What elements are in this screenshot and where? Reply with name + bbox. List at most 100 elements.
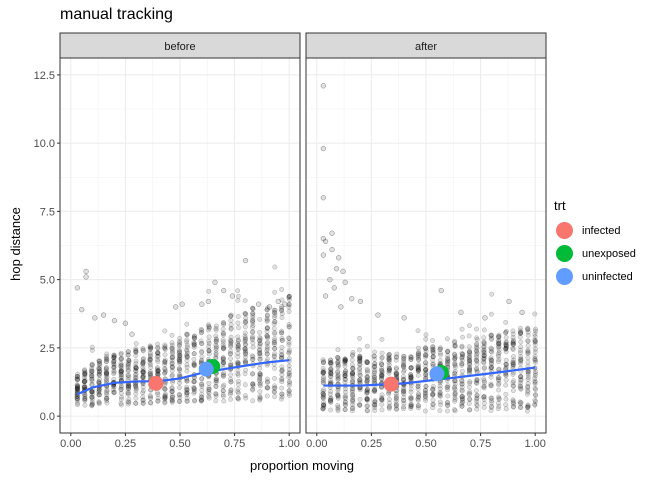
raw-point xyxy=(518,325,523,331)
raw-point xyxy=(249,335,255,341)
outlier-point xyxy=(329,246,335,253)
raw-point xyxy=(452,371,458,377)
raw-point xyxy=(394,406,400,412)
raw-point xyxy=(510,354,516,359)
outlier-point xyxy=(335,255,342,261)
raw-point xyxy=(393,398,399,404)
raw-point xyxy=(416,345,421,351)
raw-point xyxy=(279,396,284,402)
raw-point xyxy=(364,366,370,372)
raw-point xyxy=(133,366,139,371)
raw-point xyxy=(342,358,348,364)
raw-point xyxy=(177,355,183,361)
raw-point xyxy=(250,340,256,346)
raw-point xyxy=(394,354,399,360)
raw-point xyxy=(271,326,277,331)
raw-point xyxy=(372,370,377,376)
raw-point xyxy=(89,368,95,374)
raw-point xyxy=(481,384,487,390)
raw-point xyxy=(379,369,385,375)
raw-point xyxy=(525,347,531,353)
raw-point xyxy=(408,386,414,392)
raw-point xyxy=(118,386,124,392)
raw-point xyxy=(140,375,146,380)
raw-point xyxy=(89,373,95,378)
raw-point xyxy=(459,355,465,361)
raw-point xyxy=(75,376,81,382)
raw-point xyxy=(265,305,270,311)
raw-point xyxy=(342,407,348,412)
raw-point xyxy=(364,374,370,380)
raw-point xyxy=(510,388,516,394)
raw-point xyxy=(257,347,263,353)
raw-point xyxy=(349,353,355,359)
raw-point xyxy=(422,368,428,373)
raw-point xyxy=(206,395,212,401)
facet-strip-before xyxy=(59,32,301,59)
raw-point xyxy=(349,362,355,368)
raw-point xyxy=(96,369,102,375)
raw-point xyxy=(176,343,182,349)
raw-point xyxy=(408,357,414,362)
raw-point xyxy=(82,396,88,401)
raw-point xyxy=(169,386,175,392)
raw-point xyxy=(467,348,472,354)
x-tick-label: 1.00 xyxy=(524,438,545,450)
raw-point xyxy=(525,372,531,377)
raw-point xyxy=(228,387,234,393)
raw-point xyxy=(415,364,421,369)
raw-point xyxy=(82,392,88,398)
raw-point xyxy=(177,368,183,373)
raw-point xyxy=(430,391,436,397)
raw-point xyxy=(437,345,443,351)
raw-point xyxy=(481,349,487,355)
raw-point xyxy=(118,402,124,408)
raw-point xyxy=(459,403,465,409)
raw-point xyxy=(220,392,226,398)
raw-point xyxy=(74,386,80,392)
raw-point xyxy=(430,387,436,393)
raw-point xyxy=(422,395,428,401)
raw-point xyxy=(357,355,363,361)
raw-point xyxy=(279,311,285,317)
raw-point xyxy=(525,325,530,331)
raw-point xyxy=(250,357,255,362)
raw-point xyxy=(343,368,348,374)
y-tick-label: 5.0 xyxy=(40,275,55,287)
mean-point-uninfected xyxy=(198,361,214,377)
raw-point xyxy=(510,347,516,352)
raw-point xyxy=(162,400,168,406)
raw-point xyxy=(162,395,168,401)
raw-point xyxy=(170,394,175,400)
raw-point xyxy=(423,374,429,380)
raw-point xyxy=(533,339,538,345)
raw-point xyxy=(286,370,292,376)
raw-point xyxy=(496,350,502,355)
raw-point xyxy=(525,385,531,391)
raw-point xyxy=(250,344,256,350)
raw-point xyxy=(350,352,356,358)
raw-point xyxy=(350,392,356,398)
raw-point xyxy=(243,318,249,324)
raw-point xyxy=(235,346,241,351)
raw-point xyxy=(184,368,190,374)
raw-point xyxy=(474,342,479,348)
raw-point xyxy=(228,312,234,318)
raw-point xyxy=(213,345,219,351)
raw-point xyxy=(184,321,190,327)
raw-point xyxy=(401,376,406,382)
raw-point xyxy=(342,376,348,382)
raw-point xyxy=(184,387,190,393)
raw-point xyxy=(467,397,473,403)
raw-point xyxy=(140,364,146,370)
raw-point xyxy=(184,350,190,356)
raw-point xyxy=(533,360,538,365)
raw-point xyxy=(155,368,161,373)
raw-point xyxy=(357,358,363,363)
raw-point xyxy=(155,391,161,397)
raw-point xyxy=(228,334,234,340)
raw-point xyxy=(445,384,450,390)
raw-point xyxy=(103,359,109,364)
raw-point xyxy=(279,367,285,373)
raw-point xyxy=(191,360,197,366)
